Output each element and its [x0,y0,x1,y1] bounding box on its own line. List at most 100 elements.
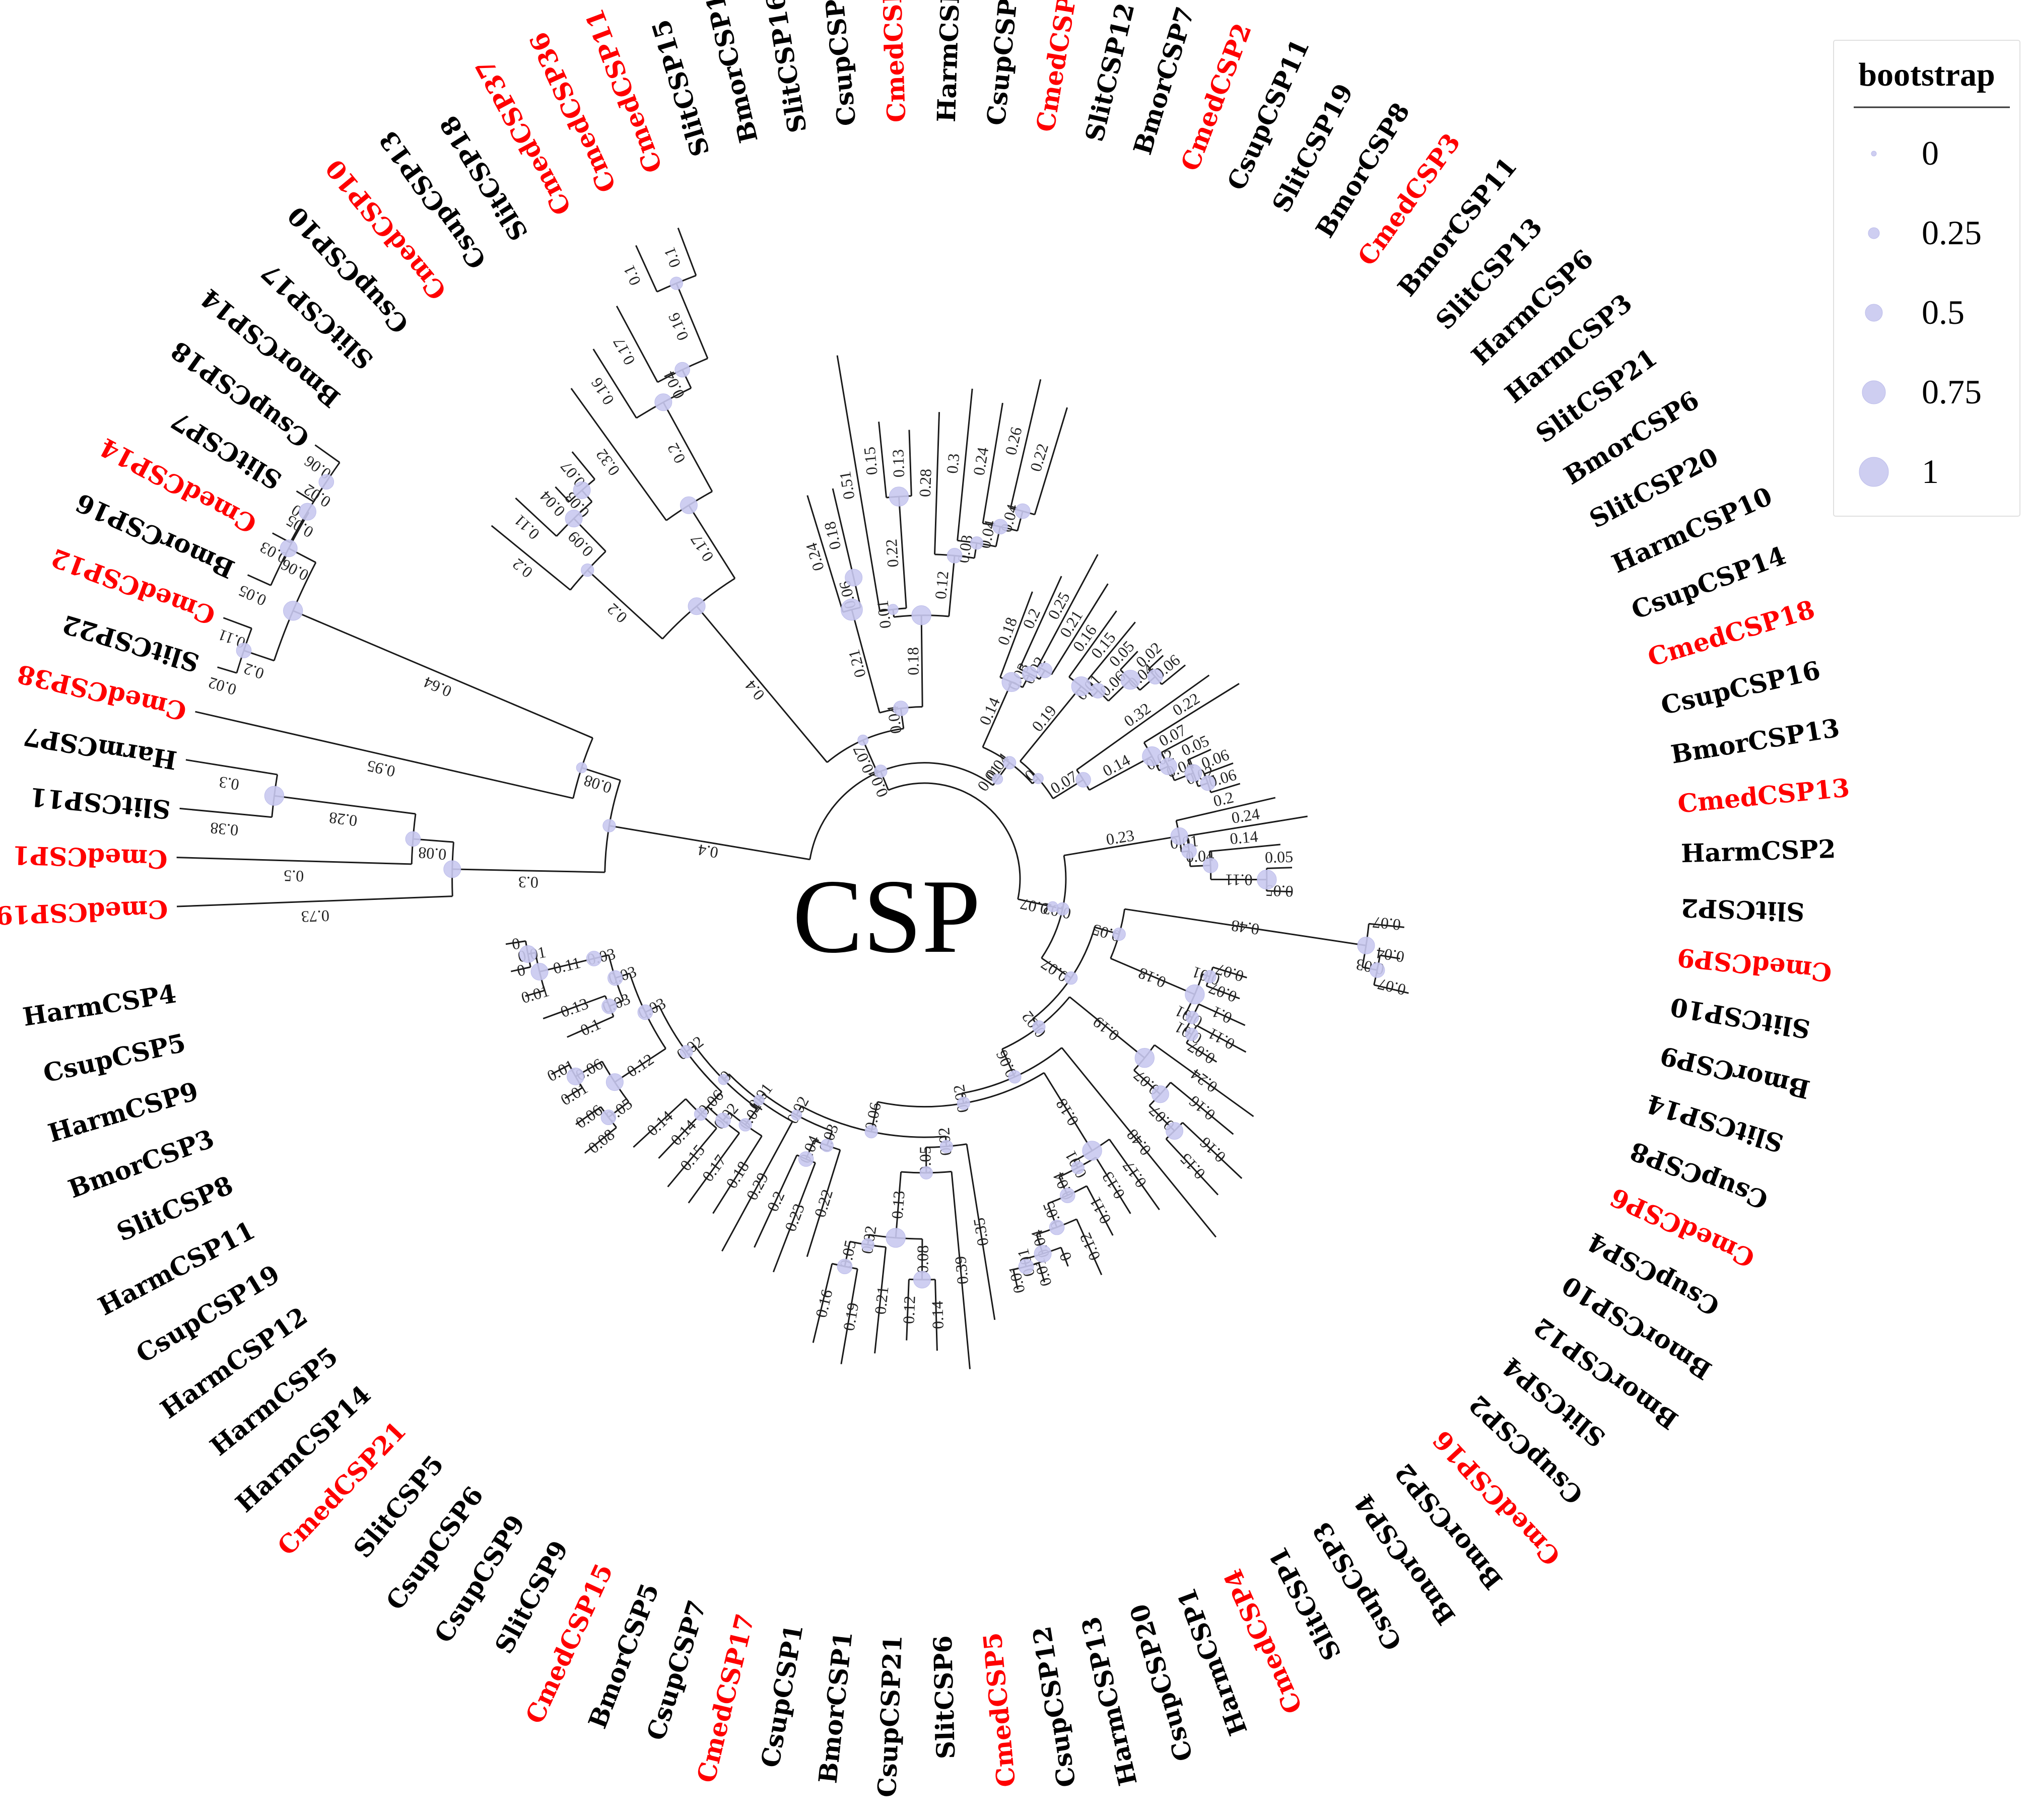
bootstrap-circle [837,1258,853,1275]
branch-segment [712,1135,763,1214]
branch-length-label: 0.01 [519,982,551,1007]
branch-length-label: 0.35 [970,1217,992,1247]
branch-length-label: 0.19 [839,1301,862,1332]
bootstrap-circle [1033,773,1044,784]
branch-segment [1043,1072,1093,1151]
branch-segment [951,1171,971,1369]
branch-length-label: 0.95 [365,757,397,781]
leaf-label: SlitCSP16 [760,0,813,135]
branch-segment [982,681,1012,748]
bootstrap-circle [573,481,591,500]
leaf-label: CmedCSP5 [977,1631,1021,1788]
leaf-label: HarmCSP2 [1680,834,1836,868]
branch-length-label: 0.05 [236,582,269,610]
branch-segment [1095,1157,1131,1214]
branch-segment [635,245,658,292]
branch-segment [1012,1269,1019,1290]
branch-segment [999,591,1033,678]
branch-segment [247,574,272,586]
bootstrap-circle [601,998,617,1014]
branch-segment [1170,1082,1234,1135]
branch-length-label: 0.3 [943,453,963,474]
branch-length-label: 0.4 [697,841,719,862]
branch-length-label: 0.08 [913,1245,931,1273]
leaf-label: BmorCSP1 [813,1630,858,1785]
branch-segment [812,1263,833,1343]
branch-segment [510,966,531,972]
branch-segment [543,995,606,1020]
bootstrap-circle [600,1109,617,1125]
branch-length-label: 0.51 [836,470,858,501]
bootstrap-circle [298,503,316,521]
branch-segment [575,1106,601,1125]
branch-segment [675,283,709,359]
branch-segment [948,555,956,617]
legend-label: 0.5 [1922,293,1965,331]
bootstrap-circle [861,1238,874,1251]
branch-segment [587,570,663,640]
branch-length-label: 0.2 [603,600,631,627]
branch-length-label: 0.3 [218,773,240,794]
branch-segment [539,957,594,972]
branch-segment [1051,583,1109,675]
branch-segment [1076,674,1210,771]
leaf-label: CmedCSP33 [876,0,912,123]
branch-segment [1204,762,1234,775]
branch-length-label: 0.5 [284,867,304,885]
bootstrap-circle [1185,1027,1198,1041]
branch-length-label: 0.18 [1052,1095,1082,1129]
branch-segment [1161,735,1193,753]
branch-segment [1187,815,1308,837]
branch-segment [957,388,973,541]
leaf-label: CmedCSP9 [1676,942,1833,988]
bootstrap-circle [694,1107,708,1121]
bootstrap-circle [1015,503,1031,519]
branch-length-label: 0.28 [328,809,358,830]
branch-length-label: 0.12 [624,1050,657,1081]
leaf-label: CmedCSP7 [1030,0,1085,134]
branch-length-label: 0.24 [802,541,828,573]
branch-segment [555,486,570,503]
bootstrap-circle [1034,1245,1052,1263]
bootstrap-circle [1185,984,1205,1005]
branch-length-label: 0.16 [1185,1092,1219,1124]
legend-box [1833,40,2020,517]
bootstrap-circle [946,548,963,564]
bootstrap-circle [738,1118,752,1132]
branch-length-label: 0.23 [781,1201,808,1234]
bootstrap-circle [680,1045,693,1059]
bootstrap-circle [718,1074,729,1085]
bootstrap-circle [791,1109,802,1121]
bootstrap-circle [674,362,690,378]
bootstrap-circle [1049,1219,1065,1235]
bootstrap-circle [1001,672,1022,692]
branch-length-label: 0.2 [1211,788,1235,810]
branch-length-labels: 0.04 0.4 0.3 0.73 0.08 0.5 0.28 0.38 0.3 0.08 0.95… [206,245,1407,1332]
branch-segment [491,525,571,591]
branch-segment [1176,797,1276,821]
branch-segment [1020,685,1082,762]
branch-segment [176,895,453,907]
branch-segment [840,1269,858,1365]
branch-segment [1198,1003,1246,1026]
leaf-label: HarmCSP8 [931,0,966,123]
branch-length-label: 0.19 [1028,702,1060,735]
branch-segment [754,1154,798,1248]
leaf-label: CsupCSP1 [755,1622,809,1770]
leaf-label: CsupCSP17 [816,0,862,127]
branch-length-label: 0.11 [1086,1194,1114,1227]
leaf-label: CsupCSP5 [40,1028,188,1088]
leaf-label: SlitCSP12 [1079,0,1140,144]
branch-segment [862,740,878,773]
leaf-label: BmorCSP13 [1669,713,1842,769]
branch-length-label: 0.21 [844,648,869,679]
branch-segment [920,615,923,707]
branch-segment [1063,835,1180,857]
bootstrap-circle [530,962,549,981]
branch-segment [551,1064,570,1075]
branch-length-label: 0.2 [1019,605,1044,631]
legend-swatch [1859,457,1889,487]
leaf-label: CmedCSP1 [12,840,168,874]
branch-segment [806,1149,841,1257]
branch-length-label: 0 [510,934,521,953]
